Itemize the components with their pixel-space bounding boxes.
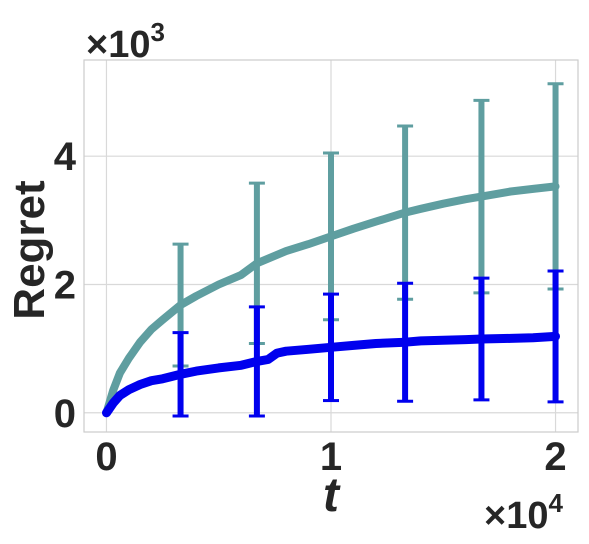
blue-errorbar-2 <box>323 292 339 403</box>
y-axis-label: Regret <box>5 180 54 320</box>
blue-errorbar-4 <box>473 276 490 402</box>
y-tick-label-2: 4 <box>54 135 77 179</box>
x-axis-label: t <box>323 469 341 522</box>
x-tick-label-0: 0 <box>95 435 117 479</box>
blue-errorbar-0 <box>172 331 189 418</box>
y-tick-label-0: 0 <box>54 392 76 436</box>
y-multiplier-exponent: 3 <box>150 17 164 47</box>
blue-errorbar-5 <box>547 269 564 404</box>
y-tick-label-1: 2 <box>54 263 76 307</box>
y-multiplier: ×103 <box>86 17 165 66</box>
plot-frame <box>83 59 579 433</box>
x-multiplier-base: ×10 <box>484 495 548 537</box>
blue-regret-line <box>102 331 560 418</box>
tick-labels: 0 1 2 0 2 4 <box>54 135 567 479</box>
blue-errorbar-3 <box>397 281 414 403</box>
y-multiplier-base: ×10 <box>86 24 150 66</box>
series-layer <box>102 182 560 418</box>
teal-regret-line <box>102 182 560 417</box>
blue-errorbar-1 <box>248 305 265 418</box>
errorbar-layer <box>172 82 564 418</box>
x-tick-label-2: 2 <box>544 435 566 479</box>
x-tick-label-1: 1 <box>320 435 342 479</box>
x-multiplier: ×104 <box>484 488 563 537</box>
x-multiplier-exponent: 4 <box>548 488 563 518</box>
